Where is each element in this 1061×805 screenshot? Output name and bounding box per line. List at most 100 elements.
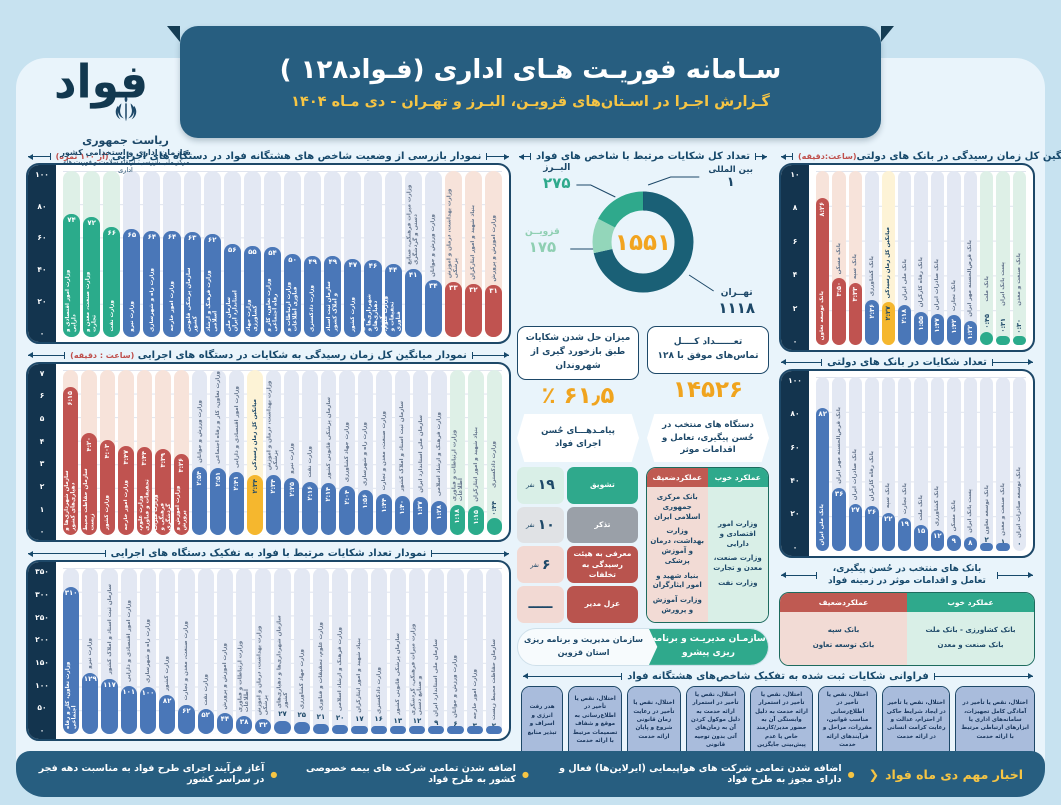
weak-performance-header: عملکردضعیف — [780, 593, 907, 613]
bar-label: وزارت بهداشت، درمان و آموزش پزشکی — [266, 381, 280, 471]
gov-line-2: سازمان اداری و استخدامی کشور — [60, 148, 191, 157]
bar-column: بانک سپه ۲۲ — [881, 376, 895, 551]
chart-response-time-block: نمودار میانگین کل زمان رسیدگی به شکایات … — [26, 349, 511, 543]
bar-label: بانک ملی ایران — [819, 504, 826, 546]
bar-column: وزارت نیرو ۱۲۹ — [82, 568, 99, 735]
bar-value: ۲:۱۸ — [900, 308, 909, 324]
government-identity: ریاست جمهوری سازمان اداری و استخدامی کشو… — [58, 94, 193, 174]
bar-label: وزارت امور خارجه — [122, 480, 129, 531]
bar: ۳:۴۷ وزارت امور خارجه — [118, 445, 134, 536]
axis-tick: ۵۰ — [37, 703, 47, 713]
bar-label: بانک صنعت و معدن — [1016, 253, 1023, 307]
bar: ۸ — [963, 536, 977, 551]
bar-column: وزارت راه و شهرسازی ۱:۵۶ — [357, 369, 374, 536]
bar-column: ۶:۱۵ سازمان شهرداری‌ها و دهیاری‌های کشور — [63, 369, 79, 536]
bar-value: ۶۲ — [207, 235, 217, 244]
bar-label: میانگین کل زمان رسیدگی — [251, 399, 258, 471]
page-subtitle: گـزارش اجـرا در اسـتان‌های قزویـن، البـر… — [291, 93, 770, 110]
chart-bank-complaints: تعداد شکایات در بانک های دولتی ۱۰۰ ۸۰ ۶۰ ۴۰… — [779, 356, 1035, 558]
bar-label: وزارت فرهنگ و ارشاد اسلامی — [336, 627, 343, 712]
outcome-count: ۱۰ نفر — [517, 506, 564, 544]
indicator-text: اختلال، نقص یا تأخیر در ایجاد شرایط حاکی… — [883, 686, 950, 754]
bar-column: ۶۲ وزارت فرهنگ و ارشاد اسلامی — [203, 171, 221, 337]
bar-column: میانگین کل زمان رسیدگی ۲:۳۴ — [247, 369, 263, 536]
bar-value: ۲:۱۴ — [324, 486, 333, 502]
chart-title: میانگین کل زمان رسیدگی در بانک های دولتی — [856, 151, 1061, 162]
bar-label: سازمان ملی استاندارد ایران — [225, 290, 239, 332]
bar-value: ۱:۵۶ — [361, 493, 370, 509]
bar-track: وزارت کشور — [159, 568, 176, 735]
bar-label: وزارت نیرو — [87, 638, 94, 669]
bar-value: ۴۴ — [388, 265, 398, 274]
bar-value: ۱۹ — [900, 519, 909, 528]
bar-value: ۶۶ — [107, 229, 116, 238]
bar-label: سازمان شهرداری‌ها و دهیاری‌های کشور — [64, 470, 77, 531]
bar-column: وزارت ورزش و جوانان ۲:۵۴ — [191, 369, 208, 536]
bar: ۱:۴۴ — [376, 494, 392, 536]
bar-label: وزارت راه و شهرسازی — [148, 267, 155, 332]
bar-label: سازمان شهرداری‌ها و دهیاری‌های کشور — [276, 615, 289, 709]
bar-column: ۳:۴۴ وزارت علوم، تحقیقات و فناوری — [136, 369, 153, 536]
bar — [1012, 336, 1027, 345]
bar-column: ۴۶ سازمان شهرداری‌ها و دهیاری‌های کشور — [364, 171, 382, 337]
outcomes-table: تشویق ۱۹ نفر تذکر ۱۰ نفر معرفی به هیئت رسیدگی … — [517, 467, 639, 623]
bar-value: ۹ — [434, 718, 439, 727]
bar-column: بانک مسکن ۳:۵۰ — [832, 171, 846, 345]
bar-value: ۵۴ — [268, 249, 277, 258]
bar-value: ۱۰۱ — [122, 688, 136, 697]
bar: ۴۴ — [216, 713, 233, 735]
outcome-count: ۱۹ نفر — [517, 467, 564, 504]
bar-label: سازمان ثبت اسناد و املاک کشور — [326, 281, 339, 332]
bar — [486, 518, 503, 536]
bar-column: ۱ بانک صنعت و معدن — [996, 376, 1010, 551]
axis-tick: ۸۰ — [37, 201, 47, 211]
bar-column: ۰:۳۰ بانک صنعت و معدن — [1012, 171, 1027, 345]
bar — [466, 726, 483, 735]
bar-value: ۳۲ — [259, 720, 268, 729]
donut-title: تعداد کل شکایات مرتبط با شاخص های فواد — [536, 151, 750, 162]
bar-label: وزارت بهداشت، درمان و آموزش پزشکی — [446, 188, 460, 279]
bar-column: وزارت امور اقتصادی و دارایی ۱۰۱ — [120, 568, 137, 735]
bar-column: وزارت راه و شهرسازی ۱۰۰ — [139, 568, 157, 735]
bar: ۳:۲۶ وزارت آموزش و پرورش — [173, 454, 189, 536]
bar-column: ۰:۳۱ پست بانک ایران — [996, 171, 1010, 345]
bar: ۶۶ وزارت نفت — [103, 227, 121, 337]
axis-tick: ۰ — [39, 527, 45, 537]
bar: ۱۰۱ — [120, 686, 137, 735]
bar-column: ۳۱۰ وزارت تعاون، کار و رفاه اجتماعی — [63, 568, 80, 735]
bar-value: ۳۱۰ — [64, 589, 78, 598]
axis-tick: ۱۰ — [790, 170, 800, 179]
bar-column: ۸۲ بانک ملی ایران — [816, 376, 830, 551]
title-arrow-right — [486, 153, 510, 160]
stat-resolved-value: ٪ ۶۱٫۵ — [541, 382, 615, 409]
bar-label: وزارت نیرو — [288, 443, 295, 475]
bar-label: سازمان پزشکی قانونی کشور — [325, 396, 332, 479]
bar: ۵۲ — [197, 709, 214, 735]
bar-column: ۳:۴۷ وزارت امور خارجه — [118, 369, 134, 536]
bar-column: پست بانک ایران ۸ — [963, 376, 977, 551]
indicator-text: هدر رفت انرژی و اسراف و تبذیر منابع — [522, 686, 563, 754]
bar-label: پست بانک ایران — [966, 489, 973, 533]
chevron-left-icon: ❮ — [868, 766, 880, 782]
selected-orgs-banner: دستگاه های منتخب در حُسن پیگیری، تعامل و… — [647, 413, 769, 463]
bar-value: ۲:۵۱ — [213, 471, 222, 487]
bar-track: وزارت صنعت، معدن و تجارت — [376, 369, 392, 536]
bar: ۱:۵۵ — [914, 311, 928, 345]
bar-label: بانک تجارت — [901, 482, 908, 514]
bar-value: ۲۵ — [297, 711, 306, 720]
bank-selected-section: بانک های منتخب در حُسن پیگیری، تعامل و ا… — [779, 562, 1035, 666]
weak-performance-header: عملکردضعیف — [647, 468, 708, 488]
bar-column: ۴۴ وزارت علوم، تحقیقات و فناوری — [384, 171, 402, 337]
bar-column: وزارت آموزش و پرورش ۳۱ — [484, 171, 503, 337]
bar-label: وزارت فرهنگ و ارشاد اسلامی — [435, 412, 442, 497]
bar: ۲:۱۸ — [897, 304, 912, 345]
bar-value: ۱۲ — [412, 717, 422, 726]
bar-column: وزارت میراث فرهنگی، صنایع دستی و گردشگری… — [404, 171, 422, 337]
outcome-count: ۶ نفر — [517, 546, 564, 584]
bar-label: وزارت ورزش و جوانان — [430, 213, 437, 277]
bar-label: وزارت ورزش و جوانان — [452, 655, 459, 719]
stat-resolved-complaints: میزان حل شدن شکایات طبق بازخورد گیری از … — [517, 326, 640, 409]
outcome-label: تذکر — [566, 506, 639, 544]
plot-area: ۷۴ وزارت امور اقتصادی و دارایی ۷۲ وزارت صنع… — [56, 165, 509, 342]
bullet-icon: ● — [521, 769, 529, 779]
